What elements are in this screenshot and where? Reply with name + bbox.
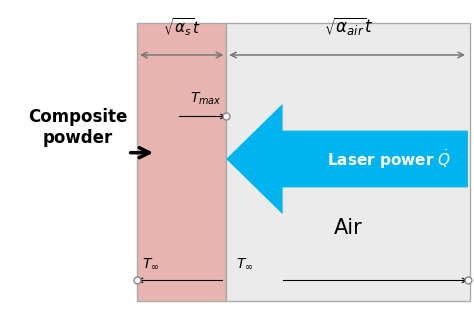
Text: Air: Air <box>334 218 363 238</box>
Text: Composite
powder: Composite powder <box>28 108 128 147</box>
Text: $\sqrt{\alpha_{air}} t$: $\sqrt{\alpha_{air}} t$ <box>324 16 373 38</box>
Text: $\sqrt{\alpha_s} t$: $\sqrt{\alpha_s} t$ <box>163 16 201 38</box>
Text: Laser power $\dot{Q}$: Laser power $\dot{Q}$ <box>327 147 451 171</box>
Bar <box>226 24 470 301</box>
Text: $T_{\infty}$: $T_{\infty}$ <box>236 257 253 271</box>
Bar <box>137 24 226 301</box>
Polygon shape <box>226 104 468 214</box>
Text: $T_{max}$: $T_{max}$ <box>190 91 221 107</box>
Text: $T_{\infty}$: $T_{\infty}$ <box>142 257 159 271</box>
